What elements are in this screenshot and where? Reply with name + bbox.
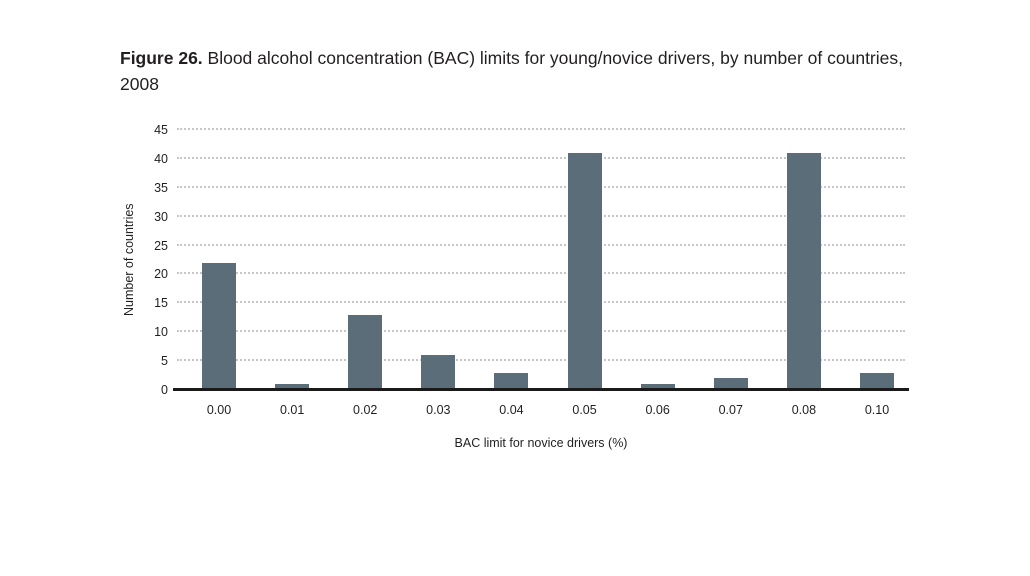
bar-0.01 bbox=[275, 384, 310, 390]
gridline-15 bbox=[177, 301, 905, 304]
bar-0.05 bbox=[567, 153, 602, 390]
x-tick-label-0.02: 0.02 bbox=[353, 403, 378, 417]
bar-0.10 bbox=[859, 372, 894, 390]
bar-0.06 bbox=[640, 384, 675, 390]
x-tick-label-0.07: 0.07 bbox=[718, 403, 743, 417]
x-tick-label-0.04: 0.04 bbox=[499, 403, 524, 417]
bar-0.02 bbox=[348, 314, 383, 390]
y-tick-label-40: 40 bbox=[154, 151, 168, 166]
gridline-40 bbox=[177, 156, 905, 159]
y-tick-label-25: 25 bbox=[154, 238, 168, 253]
bar-0.08 bbox=[786, 153, 821, 390]
figure-number: Figure 26. bbox=[120, 48, 203, 68]
bar-0.07 bbox=[713, 378, 748, 390]
x-tick-label-0.08: 0.08 bbox=[791, 403, 817, 417]
bar-0.03 bbox=[421, 355, 456, 390]
bar-0.00 bbox=[202, 262, 236, 390]
gridline-45 bbox=[177, 128, 905, 130]
x-tick-label-0.01: 0.01 bbox=[279, 403, 305, 417]
x-tick-label-0.05: 0.05 bbox=[572, 403, 597, 417]
y-axis-title: Number of countries bbox=[122, 203, 136, 317]
y-tick-label-0: 0 bbox=[161, 383, 168, 397]
bar-0.04 bbox=[494, 372, 529, 390]
x-tick-label-0.00: 0.00 bbox=[206, 403, 232, 417]
y-tick-label-30: 30 bbox=[154, 209, 168, 224]
y-tick-label-10: 10 bbox=[154, 325, 168, 340]
x-axis-title: BAC limit for novice drivers (%) bbox=[454, 436, 628, 450]
x-axis-line bbox=[173, 388, 909, 391]
bar-chart-plot-area: 0 5 10 15 20 25 30 35 40 45 0.00 0.01 0.02 0.03 0.04 0.… bbox=[154, 123, 909, 417]
y-tick-label-5: 5 bbox=[161, 354, 168, 369]
gridline-30 bbox=[177, 214, 905, 217]
gridline-20 bbox=[177, 272, 905, 275]
figure-title: Figure 26. Blood alcohol concentration (… bbox=[120, 45, 910, 97]
y-tick-label-20: 20 bbox=[154, 267, 168, 282]
y-tick-label-15: 15 bbox=[154, 296, 168, 311]
x-tick-label-0.03: 0.03 bbox=[426, 403, 451, 417]
gridline-25 bbox=[177, 243, 905, 246]
figure-title-text: Blood alcohol concentration (BAC) limits… bbox=[120, 48, 903, 94]
x-tick-label-0.06: 0.06 bbox=[645, 403, 670, 417]
x-tick-label-0.10: 0.10 bbox=[864, 403, 890, 417]
y-tick-label-45: 45 bbox=[154, 123, 168, 137]
gridline-35 bbox=[177, 185, 905, 188]
gridline-10 bbox=[177, 330, 905, 333]
y-tick-label-35: 35 bbox=[154, 180, 168, 195]
gridline-5 bbox=[177, 359, 905, 362]
